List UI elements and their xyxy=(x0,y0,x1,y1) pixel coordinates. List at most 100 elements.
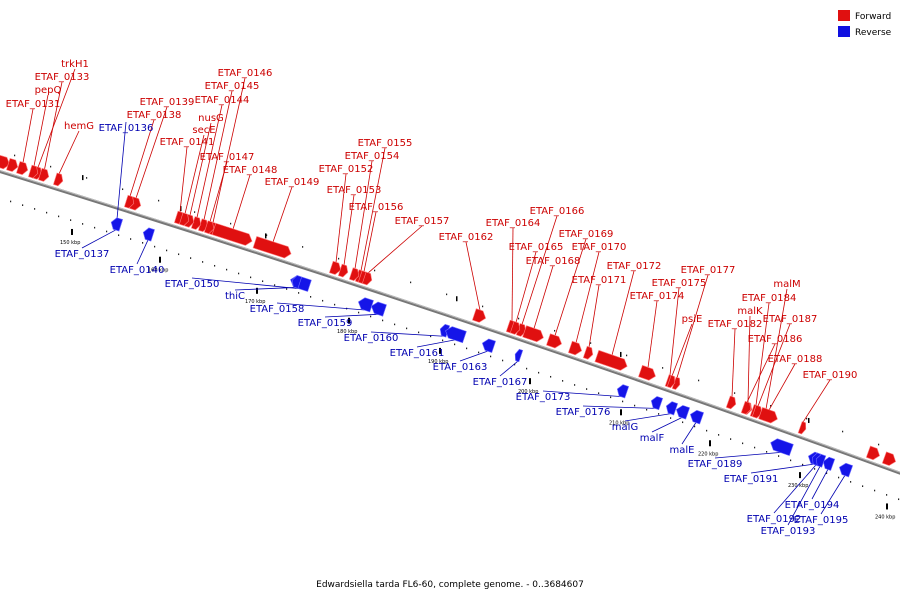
forward-label-leader xyxy=(521,215,558,325)
minor-tick xyxy=(10,200,12,203)
forward-gene-arrow xyxy=(329,260,342,275)
label-leader-lines xyxy=(22,68,846,526)
minor-tick xyxy=(874,489,876,492)
forward-label-leader xyxy=(367,225,423,274)
minor-tick xyxy=(370,315,372,318)
reverse-gene-label: ETAF_0161 xyxy=(390,348,445,359)
reverse-label-leader xyxy=(136,239,149,265)
reverse-gene-label: ETAF_0195 xyxy=(794,515,849,526)
minor-tick xyxy=(446,293,448,296)
reverse-gene-arrow xyxy=(291,275,303,289)
forward-label-leader xyxy=(669,287,680,376)
minor-tick xyxy=(238,272,240,275)
minor-tick xyxy=(790,459,792,462)
minor-tick xyxy=(734,392,736,394)
reverse-label-leader xyxy=(714,451,782,459)
scale-ticks: 150 kbp 160 kbp 170 kbp 180 kbp 190 kbp 200 k… xyxy=(60,175,895,520)
minor-tick xyxy=(322,299,324,302)
feature-marker xyxy=(808,417,810,423)
forward-label-leader xyxy=(746,343,776,403)
forward-gene-label: trkH1 xyxy=(61,59,89,70)
forward-label-leader xyxy=(37,68,76,168)
forward-gene-label: secE xyxy=(192,125,215,136)
forward-gene-label: ETAF_0168 xyxy=(526,256,581,267)
minor-tick xyxy=(382,319,384,322)
reverse-label-leader xyxy=(416,339,456,348)
minor-tick xyxy=(302,246,304,248)
forward-gene-arrow xyxy=(472,308,487,323)
scale-tick-mark xyxy=(886,503,888,510)
minor-tick xyxy=(374,269,376,272)
minor-tick xyxy=(70,219,72,221)
minor-tick xyxy=(118,234,120,237)
reverse-gene-arrow xyxy=(675,405,691,420)
minor-tick xyxy=(166,249,168,252)
reverse-gene-label: ETAF_0140 xyxy=(110,265,165,276)
forward-label-leader xyxy=(611,270,635,356)
forward-label-leader xyxy=(203,90,233,220)
scale-tick-label: 230 kbp xyxy=(788,483,808,489)
minor-tick xyxy=(778,455,780,457)
minor-tick xyxy=(698,379,700,382)
forward-gene-label: ETAF_0144 xyxy=(195,95,250,106)
minor-tick xyxy=(454,343,456,346)
minor-tick xyxy=(862,485,864,487)
forward-unlabeled-gene-arrow xyxy=(6,157,19,172)
minor-tick xyxy=(298,292,300,294)
forward-label-leader xyxy=(232,174,251,230)
reverse-label-leader xyxy=(115,121,127,230)
minor-tick xyxy=(826,472,828,475)
reverse-gene-arrow xyxy=(357,297,374,313)
forward-label-leader xyxy=(575,251,600,343)
forward-gene-label: ETAF_0188 xyxy=(768,354,823,365)
minor-tick xyxy=(518,317,520,320)
minor-tick xyxy=(274,284,276,286)
reverse-gene-label: ETAF_0159 xyxy=(298,318,353,329)
reverse-label-leader xyxy=(191,277,301,290)
minor-tick xyxy=(886,494,888,496)
scale-tick-label: 190 kbp xyxy=(428,359,448,365)
minor-tick xyxy=(646,408,648,411)
minor-tick xyxy=(514,363,516,366)
forward-gene-label: ETAF_0171 xyxy=(572,275,627,286)
forward-label-leader xyxy=(44,81,63,170)
scale-tick-mark xyxy=(620,409,622,416)
reverse-gene-label: malG xyxy=(612,422,638,433)
reverse-gene-label: ETAF_0137 xyxy=(55,249,110,260)
forward-gene-label: ETAF_0187 xyxy=(763,314,818,325)
forward-gene-label: ETAF_0169 xyxy=(559,229,614,240)
minor-tick xyxy=(898,498,900,501)
reverse-gene-arrow xyxy=(838,462,854,478)
forward-label-leader xyxy=(33,94,49,167)
forward-gene-label: ETAF_0162 xyxy=(439,232,494,243)
forward-label-leader xyxy=(22,108,34,163)
reverse-gene-arrow xyxy=(815,454,827,468)
scale-tick-mark xyxy=(529,378,531,385)
forward-gene-arrow xyxy=(582,345,594,360)
forward-gene-arrow xyxy=(203,220,215,234)
forward-label-leader xyxy=(179,146,188,213)
forward-gene-arrow xyxy=(38,167,50,182)
forward-label-leader xyxy=(58,130,80,175)
minor-tick xyxy=(226,268,228,271)
forward-gene-arrow xyxy=(666,374,676,389)
forward-gene-arrow xyxy=(28,164,39,179)
forward-gene-label: ETAF_0152 xyxy=(319,164,374,175)
minor-tick xyxy=(130,238,132,240)
minor-tick xyxy=(410,281,412,284)
minor-tick-marks xyxy=(10,154,900,501)
minor-tick xyxy=(814,468,816,470)
forward-gene-arrow xyxy=(337,263,349,278)
reverse-label-leader xyxy=(820,475,846,515)
reverse-gene-label: ETAF_0176 xyxy=(556,407,611,418)
minor-tick xyxy=(418,331,420,334)
scale-tick-mark xyxy=(348,317,350,324)
forward-gene-arrow xyxy=(522,325,544,343)
minor-tick xyxy=(730,438,732,440)
legend: Forward Reverse xyxy=(838,10,892,38)
gene-arrows xyxy=(0,154,896,478)
scale-tick-label: 170 kbp xyxy=(245,299,265,305)
reverse-label-leader xyxy=(459,350,489,362)
reverse-gene-label: ETAF_0163 xyxy=(433,362,488,373)
forward-label-leader xyxy=(588,284,600,348)
